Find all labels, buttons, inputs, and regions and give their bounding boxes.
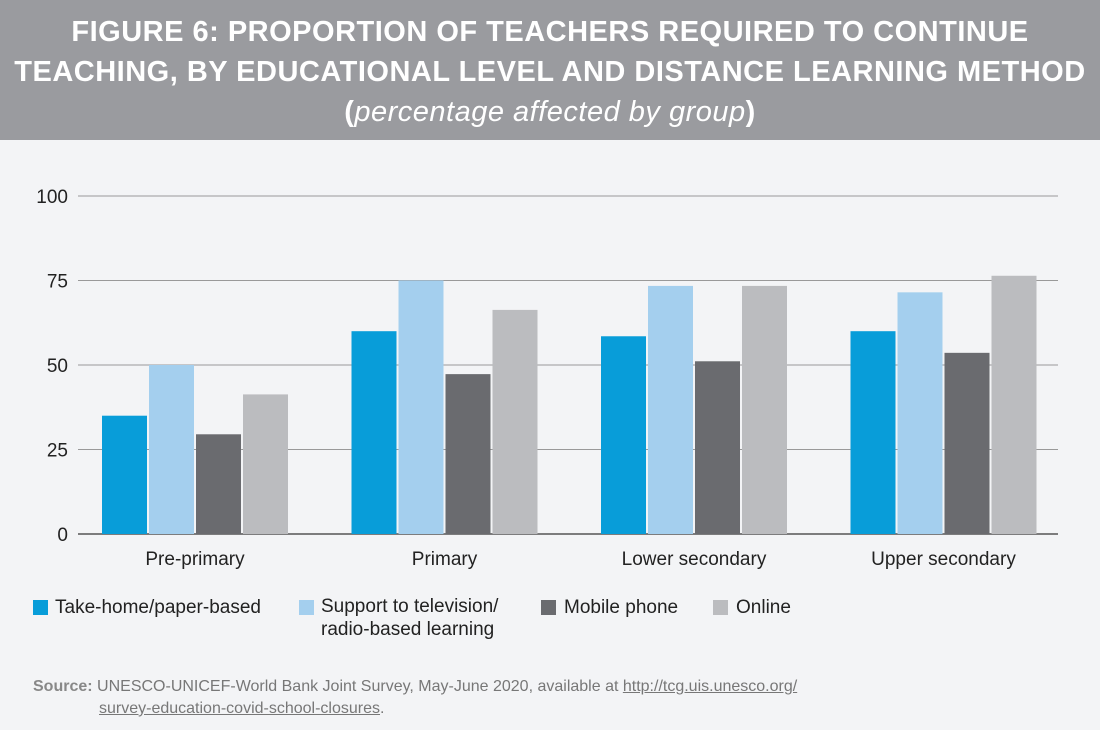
x-tick-label: Lower secondary	[622, 549, 767, 570]
x-tick-label: Pre-primary	[145, 549, 245, 570]
legend-item-online: Online	[713, 597, 791, 619]
legend-item-take-home: Take-home/paper-based	[33, 597, 261, 619]
legend-label: radio-based learning	[321, 619, 495, 640]
title-sub: percentage affected by group	[354, 96, 746, 128]
figure-title: FIGURE 6: PROPORTION OF TEACHERS REQUIRE…	[0, 0, 1100, 140]
bar	[648, 285, 693, 534]
bar	[492, 309, 538, 534]
bar	[850, 331, 896, 534]
legend-label: Take-home/paper-based	[55, 597, 261, 618]
bar	[445, 374, 491, 534]
legend-swatch	[541, 600, 556, 615]
x-tick-label: Upper secondary	[871, 549, 1016, 570]
x-tick-label: Primary	[412, 549, 478, 570]
source-note: Source: UNESCO-UNICEF-World Bank Joint S…	[33, 676, 797, 720]
source-end: .	[380, 700, 385, 717]
bar	[149, 365, 194, 534]
bar	[196, 434, 241, 534]
bar	[351, 331, 397, 534]
bar	[991, 275, 1037, 534]
bar	[695, 361, 740, 534]
legend-label: Online	[736, 597, 791, 618]
y-tick-label: 25	[47, 441, 68, 462]
bar	[944, 352, 990, 534]
legend-swatch	[713, 600, 728, 615]
legend-swatch	[299, 600, 314, 615]
bar	[897, 292, 943, 534]
title-main: FIGURE 6: PROPORTION OF TEACHERS REQUIRE…	[14, 16, 1086, 88]
legend-item-mobile: Mobile phone	[541, 597, 678, 619]
bar	[243, 394, 288, 534]
y-tick-label: 50	[47, 356, 68, 377]
source-link[interactable]: http://tcg.uis.unesco.org/	[622, 678, 798, 695]
bar	[398, 280, 444, 534]
y-tick-label: 100	[36, 187, 68, 208]
legend-label: Support to television/	[321, 596, 499, 617]
source-label: Source:	[33, 678, 93, 695]
legend-label: Mobile phone	[564, 597, 679, 618]
bar	[601, 336, 646, 534]
bar	[102, 415, 147, 534]
source-link-cont[interactable]: survey-education-covid-school-closures	[99, 700, 381, 717]
legend-item-tv-radio: Support to television/radio-based learni…	[299, 596, 499, 641]
y-tick-label: 0	[57, 525, 68, 546]
bar	[742, 285, 787, 534]
source-text: UNESCO-UNICEF-World Bank Joint Survey, M…	[97, 678, 623, 695]
legend-swatch	[33, 600, 48, 615]
y-tick-label: 75	[47, 272, 68, 293]
